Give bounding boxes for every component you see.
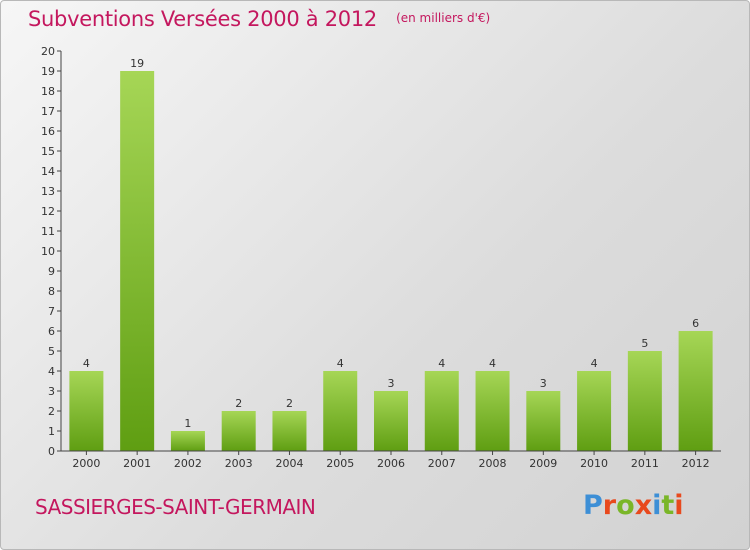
y-tick-label: 11 bbox=[41, 225, 55, 238]
y-tick-label: 12 bbox=[41, 205, 55, 218]
x-tick-label: 2002 bbox=[174, 457, 202, 470]
y-tick-label: 1 bbox=[48, 425, 55, 438]
x-tick-label: 2001 bbox=[123, 457, 151, 470]
y-tick-label: 18 bbox=[41, 85, 55, 98]
y-tick-label: 19 bbox=[41, 65, 55, 78]
logo-letter: P bbox=[583, 490, 603, 521]
bars: 4 19 1 2 2 4 3 4 4 3 4 5 6 bbox=[69, 57, 713, 451]
y-tick-label: 15 bbox=[41, 145, 55, 158]
commune-name: SASSIERGES-SAINT-GERMAIN bbox=[35, 495, 316, 519]
chart-unit: (en milliers d'€) bbox=[396, 11, 491, 25]
x-tick-label: 2010 bbox=[580, 457, 608, 470]
chart-title: Subventions Versées 2000 à 2012 bbox=[28, 7, 377, 31]
y-tick-label: 7 bbox=[48, 305, 55, 318]
bar-value-label: 4 bbox=[591, 357, 598, 370]
bar-value-label: 4 bbox=[83, 357, 90, 370]
bar bbox=[170, 431, 205, 451]
x-tick-label: 2012 bbox=[682, 457, 710, 470]
y-tick-label: 14 bbox=[41, 165, 55, 178]
bar bbox=[424, 371, 459, 451]
x-tick-label: 2006 bbox=[377, 457, 405, 470]
bar bbox=[475, 371, 510, 451]
logo-letter: r bbox=[602, 490, 617, 521]
bar-value-label: 3 bbox=[388, 377, 395, 390]
x-axis: 2000 2001 2002 2003 2004 2005 2006 2007 2008 2009… bbox=[61, 450, 721, 470]
bar bbox=[374, 391, 408, 451]
bar bbox=[221, 411, 256, 451]
y-tick-label: 10 bbox=[41, 245, 55, 258]
x-tick-label: 2005 bbox=[326, 457, 354, 470]
bar-value-label: 4 bbox=[337, 357, 344, 370]
x-tick-label: 2009 bbox=[529, 457, 557, 470]
logo-letter: t bbox=[661, 490, 675, 521]
y-tick-label: 3 bbox=[48, 385, 55, 398]
y-tick-label: 8 bbox=[48, 285, 55, 298]
y-tick-label: 20 bbox=[41, 45, 55, 58]
x-tick-label: 2000 bbox=[72, 457, 100, 470]
bar bbox=[272, 411, 307, 451]
bar bbox=[120, 71, 155, 451]
y-tick-label: 16 bbox=[41, 125, 55, 138]
x-tick-label: 2011 bbox=[631, 457, 659, 470]
bar-value-label: 3 bbox=[540, 377, 547, 390]
logo-letter: x bbox=[634, 490, 653, 521]
bar bbox=[577, 371, 612, 451]
proxiti-logo[interactable]: Proxiti bbox=[583, 490, 684, 521]
logo-letter: o bbox=[616, 490, 635, 521]
bar-value-label: 4 bbox=[438, 357, 445, 370]
logo-letter: i bbox=[674, 490, 684, 521]
y-tick-label: 2 bbox=[48, 405, 55, 418]
bar bbox=[678, 331, 713, 451]
bar-value-label: 6 bbox=[692, 317, 699, 330]
x-tick-label: 2004 bbox=[275, 457, 303, 470]
title-row: Subventions Versées 2000 à 2012 (en mill… bbox=[28, 7, 490, 31]
y-tick-label: 6 bbox=[48, 325, 55, 338]
bar bbox=[627, 351, 662, 451]
x-tick-label: 2003 bbox=[225, 457, 253, 470]
bar-value-label: 2 bbox=[235, 397, 242, 410]
x-tick-label: 2007 bbox=[428, 457, 456, 470]
bar bbox=[323, 371, 358, 451]
bar bbox=[69, 371, 104, 451]
y-tick-label: 13 bbox=[41, 185, 55, 198]
bar bbox=[526, 391, 561, 451]
x-tick-label: 2008 bbox=[479, 457, 507, 470]
y-tick-label: 17 bbox=[41, 105, 55, 118]
logo-letter: i bbox=[652, 490, 662, 521]
bar-value-label: 5 bbox=[641, 337, 648, 350]
bar-value-label: 1 bbox=[184, 417, 191, 430]
y-tick-label: 9 bbox=[48, 265, 55, 278]
bar-value-label: 2 bbox=[286, 397, 293, 410]
bar-value-label: 19 bbox=[130, 57, 144, 70]
y-tick-label: 0 bbox=[48, 445, 55, 458]
y-tick-label: 4 bbox=[48, 365, 55, 378]
bar-value-label: 4 bbox=[489, 357, 496, 370]
y-tick-label: 5 bbox=[48, 345, 55, 358]
